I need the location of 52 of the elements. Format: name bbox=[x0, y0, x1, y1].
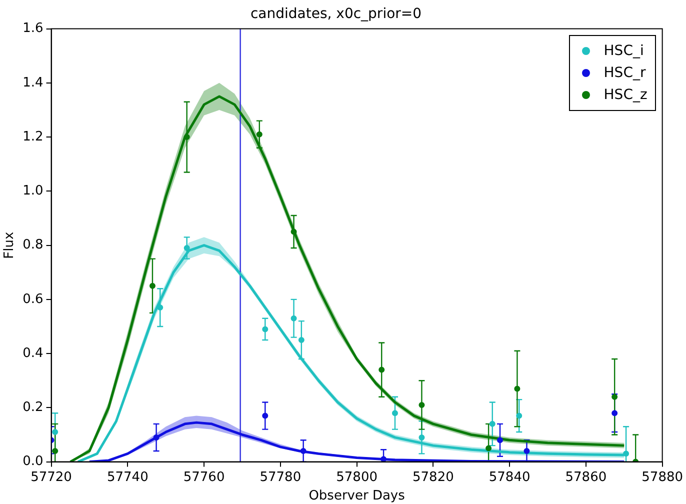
point bbox=[298, 337, 304, 344]
point bbox=[392, 410, 398, 416]
x-tick-label: 57820 bbox=[412, 470, 454, 485]
y-tick-label: 1.4 bbox=[22, 75, 44, 90]
point bbox=[157, 304, 164, 311]
point bbox=[418, 402, 425, 408]
point bbox=[612, 410, 618, 416]
point bbox=[262, 412, 268, 419]
point bbox=[184, 245, 190, 252]
point bbox=[524, 448, 530, 454]
point bbox=[149, 282, 156, 289]
point bbox=[290, 315, 297, 322]
y-tick-label: 1.2 bbox=[22, 129, 44, 144]
y-tick-label: 1.0 bbox=[22, 184, 44, 199]
point bbox=[623, 450, 630, 457]
point bbox=[378, 366, 385, 373]
x-tick-label: 57840 bbox=[488, 470, 530, 485]
y-tick-label: 0.6 bbox=[22, 292, 44, 307]
point bbox=[290, 228, 297, 235]
x-tick-label: 57860 bbox=[565, 470, 607, 485]
point bbox=[516, 412, 522, 419]
legend-label: HSC_r bbox=[604, 64, 646, 83]
chart-title: candidates, x0c_prior=0 bbox=[250, 6, 422, 22]
x-axis-title: Observer Days bbox=[308, 488, 406, 504]
y-tick-label: 1.6 bbox=[22, 21, 44, 36]
point bbox=[612, 394, 618, 400]
point bbox=[52, 448, 58, 454]
point bbox=[497, 437, 504, 444]
point bbox=[514, 386, 520, 392]
y-tick-label: 0.4 bbox=[22, 346, 44, 361]
point bbox=[184, 134, 190, 140]
legend-label: HSC_i bbox=[604, 42, 644, 61]
point bbox=[52, 429, 58, 436]
y-tick-label: 0.0 bbox=[22, 454, 44, 470]
x-tick-label: 57780 bbox=[260, 470, 302, 485]
point bbox=[486, 445, 492, 452]
point bbox=[256, 131, 262, 138]
point bbox=[380, 456, 387, 462]
point bbox=[418, 434, 425, 440]
point bbox=[300, 448, 306, 454]
x-tick-label: 57760 bbox=[183, 470, 225, 485]
point bbox=[153, 434, 160, 440]
point bbox=[262, 326, 268, 332]
y-axis-title: Flux bbox=[2, 231, 18, 259]
point bbox=[489, 420, 496, 427]
legend-label: HSC_z bbox=[604, 86, 648, 105]
y-tick-label: 0.2 bbox=[22, 400, 44, 416]
y-tick-label: 0.8 bbox=[22, 238, 44, 253]
x-tick-label: 57800 bbox=[336, 470, 378, 485]
x-tick-label: 57720 bbox=[30, 470, 72, 485]
x-tick-label: 57740 bbox=[106, 470, 148, 485]
x-tick-label: 57880 bbox=[642, 470, 683, 485]
